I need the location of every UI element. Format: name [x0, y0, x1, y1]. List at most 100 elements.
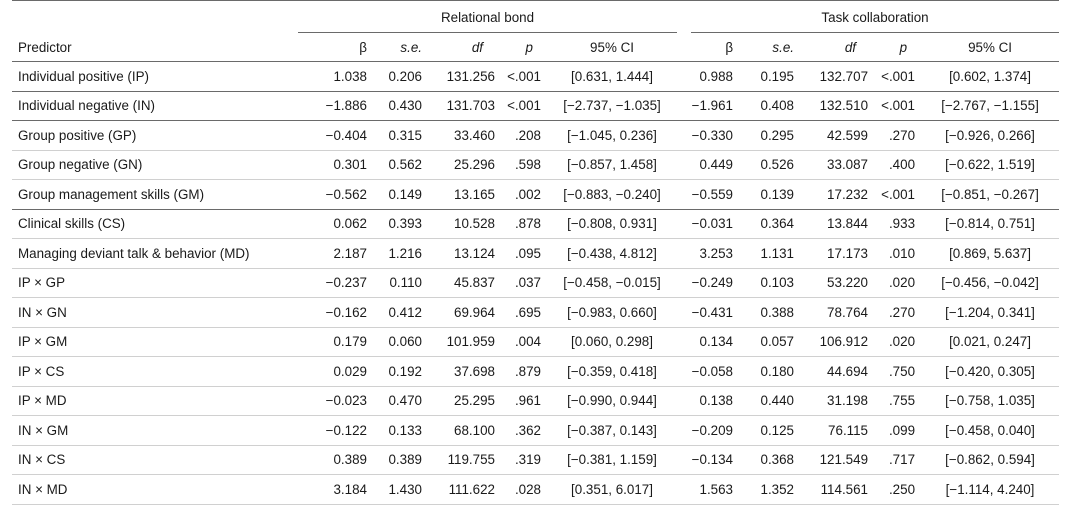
se-cell-2: 0.440: [760, 393, 795, 409]
beta-cell-2: 3.253: [699, 245, 734, 261]
se-cell-2: 1.352: [760, 481, 795, 497]
ci-cell-2: [0.869, 5.637]: [949, 245, 1031, 261]
se-cell-1: 1.216: [388, 245, 422, 261]
beta-cell-2: −0.209: [691, 422, 734, 438]
p-cell-1: <.001: [507, 98, 541, 114]
se-cell-2: 0.526: [760, 157, 795, 173]
predictor-cell: IP × MD: [18, 393, 67, 409]
table-row: IP × GM 0.179 0.060 101.959 .004 [0.060, 0.29…: [12, 327, 1060, 357]
predictor-cell: IP × GM: [18, 334, 68, 350]
se-cell-2: 0.295: [760, 127, 795, 143]
df-cell-2: 17.232: [827, 186, 869, 202]
df-cell-1: 33.460: [454, 127, 495, 143]
df-cell-2: 31.198: [827, 393, 869, 409]
beta-cell-1: 0.029: [333, 363, 367, 379]
table-row: Clinical skills (CS) 0.062 0.393 10.528 .878…: [12, 209, 1060, 239]
p-cell-1: .878: [514, 216, 541, 232]
p-cell-2: <.001: [881, 68, 916, 84]
ci-cell-2: [0.602, 1.374]: [949, 68, 1031, 84]
beta-cell-2: −1.961: [691, 98, 734, 114]
ci-cell-1: [−2.737, −1.035]: [563, 98, 661, 114]
beta-cell-1: 0.389: [333, 452, 367, 468]
se-cell-1: 0.060: [388, 334, 422, 350]
se-cell-2: 0.139: [760, 186, 795, 202]
ci-cell-1: [0.631, 1.444]: [571, 68, 653, 84]
predictor-cell: IP × GP: [18, 275, 66, 291]
p-cell-2: .270: [888, 127, 916, 143]
p-cell-2: .020: [888, 275, 916, 291]
beta-cell-2: −0.058: [691, 363, 734, 379]
table-row: IP × GP −0.237 0.110 45.837 .037 [−0.458, −0.…: [12, 268, 1060, 298]
p-cell-2: .400: [888, 157, 916, 173]
p-cell-2: .755: [888, 393, 916, 409]
beta-cell-1: 3.184: [333, 481, 367, 497]
ci-cell-1: [−0.883, −0.240]: [563, 186, 661, 202]
predictor-cell: Group management skills (GM): [18, 186, 205, 202]
se-cell-2: 0.408: [760, 98, 795, 114]
ci-cell-2: [−0.851, −0.267]: [941, 186, 1039, 202]
se-cell-1: 0.412: [388, 304, 422, 320]
beta-cell-2: −0.559: [691, 186, 734, 202]
predictor-cell: IN × GN: [18, 304, 67, 320]
df-cell-2: 76.115: [828, 422, 869, 438]
p-cell-1: .598: [514, 157, 541, 173]
predictor-cell: IN × MD: [18, 481, 68, 497]
table-row: IN × GM −0.122 0.133 68.100 .362 [−0.387, 0.1…: [12, 416, 1060, 445]
col-header-df-2: df: [798, 34, 875, 62]
ci-cell-1: [−0.438, 4.812]: [567, 245, 657, 261]
p-cell-1: .002: [514, 186, 541, 202]
ci-cell-2: [−0.622, 1.519]: [945, 157, 1035, 173]
se-cell-1: 1.430: [388, 481, 422, 497]
predictor-cell: IP × CS: [18, 363, 65, 379]
col-header-se-2: s.e.: [741, 34, 799, 62]
df-cell-1: 10.528: [454, 216, 495, 232]
p-cell-2: .270: [888, 304, 916, 320]
se-cell-1: 0.110: [389, 275, 422, 291]
ci-cell-2: [−0.814, 0.751]: [945, 216, 1035, 232]
ci-cell-2: [−0.862, 0.594]: [945, 452, 1035, 468]
ci-cell-2: [−1.114, 4.240]: [945, 481, 1035, 497]
df-cell-2: 44.694: [827, 363, 869, 379]
predictor-cell: Managing deviant talk & behavior (MD): [18, 245, 250, 261]
se-cell-1: 0.430: [388, 98, 422, 114]
se-cell-1: 0.389: [388, 452, 422, 468]
ci-cell-1: [−0.458, −0.015]: [563, 275, 661, 291]
se-cell-2: 0.195: [760, 68, 795, 84]
p-cell-1: <.001: [507, 68, 541, 84]
df-cell-1: 45.837: [454, 275, 495, 291]
table-row: Individual positive (IP) 1.038 0.206 131.25…: [12, 62, 1060, 91]
beta-cell-1: −1.886: [325, 98, 367, 114]
table-row: Group management skills (GM) −0.562 0.149 1…: [12, 180, 1060, 209]
ci-cell-1: [−0.990, 0.944]: [567, 393, 657, 409]
se-cell-2: 0.368: [760, 452, 795, 468]
beta-cell-1: 1.038: [333, 68, 367, 84]
se-cell-1: 0.133: [388, 422, 422, 438]
predictor-cell: Clinical skills (CS): [18, 216, 126, 232]
beta-cell-1: −0.562: [325, 186, 367, 202]
se-cell-1: 0.206: [388, 68, 422, 84]
results-table: Relational bond Task collaboration Predi…: [12, 0, 1060, 505]
df-cell-1: 13.165: [454, 186, 495, 202]
ci-cell-2: [0.021, 0.247]: [949, 334, 1031, 350]
table-row: IP × MD −0.023 0.470 25.295 .961 [−0.990, 0.9…: [12, 386, 1060, 416]
ci-cell-1: [−1.045, 0.236]: [567, 127, 657, 143]
col-header-ci-1: 95% CI: [547, 34, 678, 62]
se-cell-2: 0.103: [760, 275, 795, 291]
df-cell-2: 13.844: [827, 216, 869, 232]
p-cell-2: .717: [888, 452, 916, 468]
beta-cell-2: −0.134: [691, 452, 734, 468]
se-cell-1: 0.393: [388, 216, 422, 232]
se-cell-1: 0.470: [388, 393, 422, 409]
beta-cell-1: −0.237: [325, 275, 367, 291]
predictor-cell: Group positive (GP): [18, 127, 137, 143]
ci-cell-2: [−0.456, −0.042]: [941, 275, 1039, 291]
header-spacer: [12, 0, 298, 34]
se-cell-2: 0.180: [760, 363, 795, 379]
table-row: IN × GN −0.162 0.412 69.964 .695 [−0.983, 0.6…: [12, 298, 1060, 327]
predictor-cell: IN × CS: [18, 452, 66, 468]
p-cell-2: .020: [888, 334, 916, 350]
beta-cell-2: 0.988: [699, 68, 734, 84]
beta-cell-2: 0.134: [699, 334, 734, 350]
ci-cell-1: [−0.381, 1.159]: [567, 452, 657, 468]
beta-cell-1: −0.162: [325, 304, 367, 320]
